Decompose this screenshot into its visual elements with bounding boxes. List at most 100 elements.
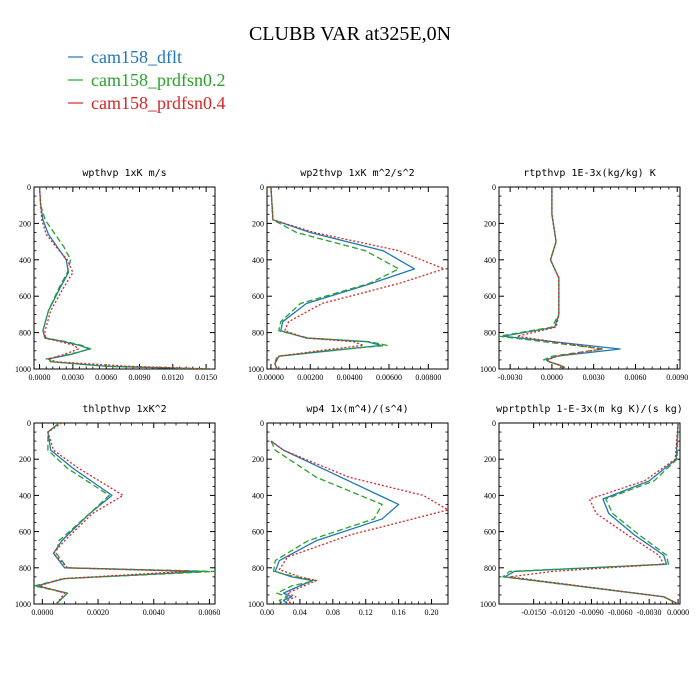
y-tick-label: 0 (260, 419, 264, 428)
x-tick-label: 0.0120 (162, 373, 184, 382)
y-tick-label: 1000 (248, 365, 264, 374)
y-tick-label: 0 (27, 183, 31, 192)
panel-4: wp4 1x(m^4)/(s^4) 0.00 0.04 0.08 0.12 0.16 0.2… (248, 404, 449, 617)
legend-label-1: cam158_prdfsn0.2 (91, 70, 225, 90)
y-tick-label: 0 (492, 183, 496, 192)
x-tick-label: 0.0090 (128, 373, 150, 382)
series-line-cam158_prdfsn0.4 (508, 423, 679, 604)
legend-label-0: cam158_dflt (91, 47, 182, 67)
panel-frame (498, 422, 681, 605)
x-tick-label: 0.12 (359, 608, 373, 617)
series-line-cam158_prdfsn0.2 (270, 440, 383, 604)
panel-5: wprtpthlp 1-E-3x(m kg K)/(s kg) -0.0150 -0… (480, 404, 689, 617)
x-tick-label: 0.08 (326, 608, 340, 617)
y-tick-label: 200 (484, 219, 496, 228)
x-tick-label: 0.0090 (666, 373, 688, 382)
series-line-cam158_dflt (270, 187, 416, 369)
panel-title: wprtpthlp 1-E-3x(m kg K)/(s kg) (496, 404, 683, 415)
x-tick-label: 0.0030 (583, 373, 605, 382)
y-tick-label: 400 (19, 491, 31, 500)
panel-title: thlpthvp 1xK^2 (82, 404, 166, 415)
x-tick-label: 0.0060 (95, 373, 117, 382)
y-tick-label: 1000 (480, 600, 496, 609)
y-tick-label: 600 (484, 528, 496, 537)
y-tick-label: 800 (252, 329, 264, 338)
y-tick-label: 800 (19, 564, 31, 573)
panel-frame (33, 422, 216, 605)
y-tick-label: 200 (252, 219, 264, 228)
x-tick-label: -0.0090 (579, 608, 604, 617)
y-tick-label: 600 (484, 292, 496, 301)
series-line-cam158_prdfsn0.4 (516, 187, 603, 369)
x-tick-label: -0.0030 (498, 373, 523, 382)
y-tick-label: 400 (252, 491, 264, 500)
x-tick-label: 0.0000 (31, 608, 53, 617)
series-line-cam158_prdfsn0.2 (38, 187, 212, 369)
series-line-cam158_prdfsn0.4 (38, 423, 188, 604)
x-tick-label: 0.0020 (87, 608, 109, 617)
series-line-cam158_prdfsn0.2 (270, 187, 400, 369)
series-line-cam158_prdfsn0.4 (270, 440, 448, 604)
x-tick-label: 0.16 (392, 608, 406, 617)
y-tick-label: 1000 (15, 600, 31, 609)
series-line-cam158_prdfsn0.4 (270, 187, 445, 369)
y-tick-label: 400 (484, 256, 496, 265)
x-tick-label: 0.00 (260, 608, 274, 617)
chart-title: CLUBB VAR at325E,0N (249, 23, 451, 45)
panel-0: wpthvp 1xK m/s 0.0000 0.0030 0.0060 0.0090 0.… (15, 168, 217, 382)
x-tick-label: 0.0150 (195, 373, 217, 382)
series-line-cam158_dflt (270, 440, 400, 604)
y-tick-label: 200 (19, 219, 31, 228)
x-tick-label: 0.0030 (62, 373, 84, 382)
series-line-cam158_dflt (36, 423, 205, 604)
y-tick-label: 800 (484, 564, 496, 573)
legend: cam158_dflt cam158_prdfsn0.2 cam158_prdf… (68, 47, 225, 113)
x-tick-label: 0.00000 (258, 373, 284, 382)
series-line-cam158_dflt (504, 423, 679, 604)
panel-2: rtpthvp 1E-3x(kg/kg) K -0.0030 0.0000 0.003… (480, 168, 688, 382)
x-tick-label: 0.0040 (143, 608, 165, 617)
x-tick-label: 0.0000 (541, 373, 563, 382)
y-tick-label: 600 (252, 528, 264, 537)
series-line-cam158_prdfsn0.2 (502, 423, 679, 604)
legend-label-2: cam158_prdfsn0.4 (91, 93, 225, 113)
series-line-cam158_dflt (502, 187, 621, 369)
panel-title: wp2thvp 1xK m^2/s^2 (300, 168, 414, 179)
y-tick-label: 200 (252, 455, 264, 464)
y-tick-label: 1000 (480, 365, 496, 374)
y-tick-label: 200 (19, 455, 31, 464)
series-line-cam158_prdfsn0.2 (499, 187, 605, 369)
x-tick-label: -0.0030 (637, 608, 662, 617)
x-tick-label: 0.00200 (297, 373, 323, 382)
y-tick-label: 1000 (248, 600, 264, 609)
x-tick-label: 0.0000 (29, 373, 51, 382)
y-tick-label: 400 (484, 491, 496, 500)
x-tick-label: 0.04 (293, 608, 307, 617)
y-tick-label: 1000 (15, 365, 31, 374)
x-tick-label: -0.0120 (550, 608, 575, 617)
x-tick-label: 0.00800 (415, 373, 441, 382)
y-tick-label: 800 (19, 329, 31, 338)
series-line-cam158_prdfsn0.4 (38, 187, 212, 369)
x-tick-label: -0.0150 (521, 608, 546, 617)
y-tick-label: 0 (492, 419, 496, 428)
panel-frame (498, 186, 681, 370)
y-tick-label: 0 (260, 183, 264, 192)
x-tick-label: 0.0000 (667, 608, 689, 617)
panel-title: wp4 1x(m^4)/(s^4) (306, 404, 408, 415)
panel-1: wp2thvp 1xK m^2/s^2 0.00000 0.00200 0.00400… (248, 168, 449, 382)
y-tick-label: 600 (19, 292, 31, 301)
y-tick-label: 400 (252, 256, 264, 265)
x-tick-label: 0.00400 (337, 373, 363, 382)
y-tick-label: 0 (27, 419, 31, 428)
panel-title: rtpthvp 1E-3x(kg/kg) K (523, 168, 655, 179)
x-tick-label: 0.0060 (624, 373, 646, 382)
x-tick-label: 0.20 (425, 608, 439, 617)
y-tick-label: 800 (484, 329, 496, 338)
y-tick-label: 200 (484, 455, 496, 464)
x-tick-label: 0.00600 (376, 373, 402, 382)
y-tick-label: 600 (19, 528, 31, 537)
y-tick-label: 400 (19, 256, 31, 265)
panel-3: thlpthvp 1xK^2 0.0000 0.0020 0.0040 0.0060 0 2… (15, 404, 220, 617)
